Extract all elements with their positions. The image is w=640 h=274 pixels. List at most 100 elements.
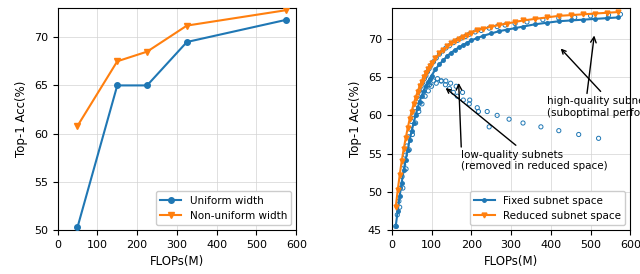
- Point: [470, 30, 481, 34]
- Point: [586, 14, 596, 18]
- Line: Uniform width: Uniform width: [75, 17, 289, 230]
- Fixed subnet space: [436, 62, 444, 66]
- Point: [401, 167, 411, 171]
- Fixed subnet space: [413, 106, 421, 109]
- Point: [428, 60, 438, 64]
- Point: [464, 102, 474, 106]
- Point: [424, 67, 435, 71]
- Fixed subnet space: [444, 54, 451, 57]
- Fixed subnet space: [467, 39, 475, 42]
- Fixed subnet space: [463, 41, 471, 44]
- Point: [570, 15, 580, 20]
- Reduced subnet space: [412, 96, 419, 99]
- Reduced subnet space: [543, 16, 550, 19]
- Reduced subnet space: [404, 127, 412, 130]
- Fixed subnet space: [487, 32, 495, 35]
- Point: [615, 12, 625, 16]
- Point: [448, 41, 458, 45]
- Point: [397, 186, 408, 190]
- Fixed subnet space: [460, 43, 467, 47]
- Fixed subnet space: [543, 21, 550, 24]
- Text: low-quality subnets
(removed in reduced space): low-quality subnets (removed in reduced …: [447, 89, 608, 172]
- Point: [407, 132, 417, 137]
- Point: [426, 84, 436, 89]
- Reduced subnet space: [428, 62, 435, 65]
- Reduced subnet space: [436, 52, 444, 55]
- Point: [436, 79, 446, 83]
- Reduced subnet space: [394, 189, 401, 192]
- Point: [415, 89, 425, 93]
- Reduced subnet space: [426, 65, 433, 68]
- Point: [465, 98, 475, 102]
- Y-axis label: Top-1 Acc(%): Top-1 Acc(%): [15, 81, 28, 157]
- Line: Reduced subnet space: Reduced subnet space: [394, 10, 621, 210]
- Uniform width: [183, 40, 191, 44]
- Reduced subnet space: [422, 72, 429, 75]
- Reduced subnet space: [614, 10, 622, 14]
- Fixed subnet space: [412, 114, 419, 117]
- Reduced subnet space: [460, 35, 467, 38]
- Point: [441, 79, 451, 83]
- Point: [395, 205, 405, 209]
- Uniform width: [113, 84, 121, 87]
- Reduced subnet space: [413, 90, 421, 93]
- X-axis label: FLOPs(M): FLOPs(M): [150, 255, 204, 269]
- Point: [440, 82, 451, 87]
- Reduced subnet space: [400, 147, 408, 151]
- Point: [399, 163, 409, 167]
- Fixed subnet space: [431, 68, 439, 71]
- Legend: Uniform width, Non-uniform width: Uniform width, Non-uniform width: [156, 192, 291, 225]
- Point: [423, 89, 433, 93]
- Point: [510, 21, 520, 26]
- Fixed subnet space: [440, 59, 447, 62]
- Non-uniform width: [183, 24, 191, 27]
- Fixed subnet space: [447, 51, 455, 54]
- Reduced subnet space: [579, 13, 586, 16]
- Reduced subnet space: [444, 45, 451, 48]
- Fixed subnet space: [392, 225, 399, 228]
- Point: [403, 135, 413, 139]
- Point: [445, 81, 456, 85]
- Point: [492, 113, 502, 118]
- Point: [448, 90, 458, 95]
- Fixed subnet space: [495, 30, 503, 33]
- Point: [492, 24, 502, 29]
- Reduced subnet space: [591, 12, 598, 15]
- Reduced subnet space: [398, 160, 406, 163]
- Point: [396, 186, 406, 190]
- Reduced subnet space: [467, 31, 475, 34]
- Fixed subnet space: [428, 74, 435, 77]
- Point: [424, 82, 435, 87]
- Point: [408, 112, 419, 117]
- Point: [472, 105, 483, 110]
- Point: [421, 73, 431, 78]
- Point: [405, 127, 415, 131]
- Point: [504, 117, 514, 121]
- Non-uniform width: [113, 60, 121, 63]
- Reduced subnet space: [463, 33, 471, 37]
- Fixed subnet space: [531, 23, 539, 26]
- Reduced subnet space: [447, 42, 455, 45]
- Point: [474, 109, 484, 114]
- Fixed subnet space: [424, 81, 431, 84]
- Fixed subnet space: [503, 28, 511, 31]
- Fixed subnet space: [603, 16, 611, 20]
- Reduced subnet space: [531, 17, 539, 21]
- Point: [410, 121, 420, 125]
- Reduced subnet space: [392, 206, 399, 209]
- Point: [464, 32, 474, 36]
- Point: [397, 174, 407, 179]
- Fixed subnet space: [406, 138, 413, 141]
- Fixed subnet space: [479, 34, 487, 38]
- Point: [456, 36, 467, 40]
- Point: [500, 23, 510, 27]
- Point: [458, 98, 468, 102]
- Non-uniform width: [74, 124, 81, 128]
- Fixed subnet space: [418, 95, 426, 98]
- Point: [400, 153, 410, 157]
- Fixed subnet space: [567, 19, 575, 22]
- Point: [484, 125, 494, 129]
- Uniform width: [74, 226, 81, 229]
- Point: [484, 26, 494, 30]
- Fixed subnet space: [404, 148, 412, 152]
